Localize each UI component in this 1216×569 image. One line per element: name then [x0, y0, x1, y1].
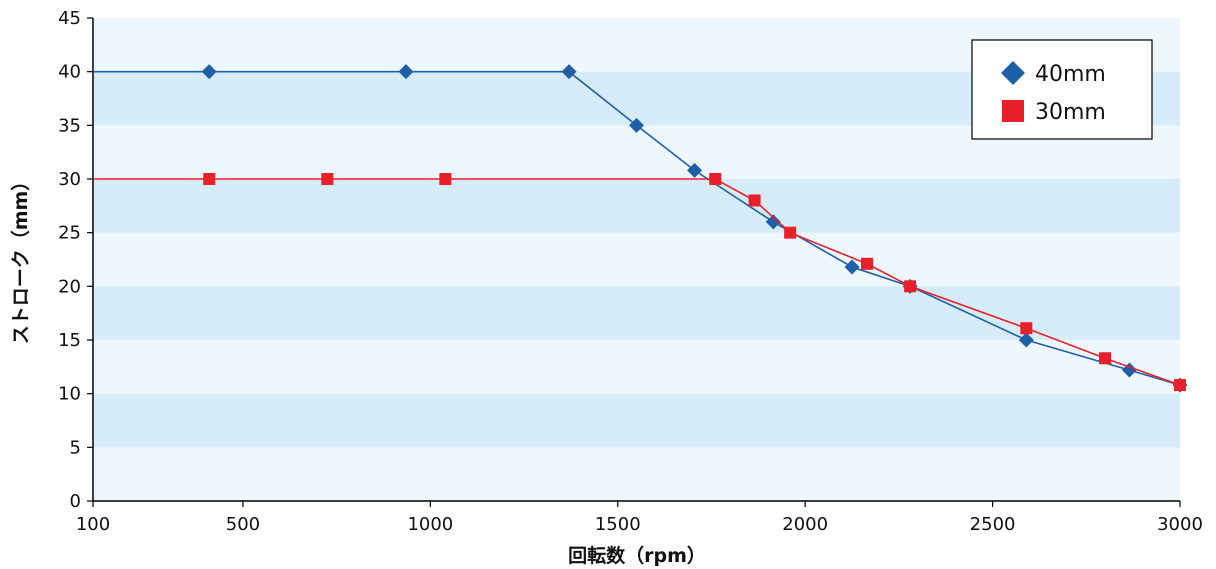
band: [93, 232, 1180, 287]
background-bands: [93, 18, 1180, 501]
legend-label: 40mm: [1035, 62, 1106, 87]
y-tick-label: 45: [58, 8, 81, 29]
legend: 40mm 30mm: [971, 39, 1153, 140]
x-tick-label: 100: [76, 514, 110, 535]
y-tick-label: 25: [58, 223, 81, 244]
band: [93, 286, 1180, 340]
band: [93, 179, 1180, 233]
data-point-square: [1099, 352, 1112, 365]
y-tick-label: 30: [58, 169, 81, 190]
y-tick-label: 5: [70, 437, 81, 458]
data-point-square: [904, 280, 917, 293]
legend-box: [971, 39, 1153, 140]
series-line: [93, 70, 1181, 386]
data-point-diamond: [561, 64, 577, 80]
y-tick-label: 20: [58, 276, 81, 297]
data-point-square: [861, 257, 874, 270]
y-tick-label: 40: [58, 62, 81, 83]
y-tick-label: 15: [58, 330, 81, 351]
x-tick-label: 500: [226, 514, 260, 535]
legend-marker-square: [1002, 100, 1024, 122]
x-tick-labels: 100 500 1000 1500 2000 2500 3000: [76, 514, 1203, 535]
band: [93, 447, 1180, 501]
x-tick-label: 2000: [782, 514, 828, 535]
data-point-diamond: [398, 64, 414, 80]
data-point-square: [709, 173, 722, 185]
axes: [87, 17, 1181, 507]
legend-marker-diamond: [1001, 61, 1025, 85]
legend-label: 30mm: [1035, 100, 1106, 125]
series-layer: [93, 64, 1188, 393]
data-point-diamond: [629, 117, 644, 133]
y-axis-title: ストローク（mm）: [9, 172, 32, 345]
y-tick-label: 10: [58, 384, 81, 405]
y-tick-label: 0: [70, 491, 81, 512]
data-point-square: [784, 226, 797, 239]
series-line: [93, 178, 1181, 386]
data-point-square: [1174, 379, 1186, 392]
x-tick-label: 1000: [407, 514, 453, 535]
x-tick-label: 3000: [1157, 514, 1203, 535]
series-30mm: [93, 173, 1186, 392]
band: [93, 340, 1180, 394]
data-point-square: [1020, 322, 1033, 335]
y-tick-labels: 0 5 10 15 20 25 30 35 40 45: [58, 8, 81, 512]
data-point-diamond: [1018, 332, 1034, 348]
data-point-square: [439, 173, 452, 185]
y-tick-label: 35: [58, 115, 81, 136]
data-point-diamond: [765, 214, 781, 230]
data-point-square: [748, 194, 761, 207]
x-axis-title: 回転数（rpm）: [568, 544, 706, 567]
data-point-square: [203, 173, 216, 185]
data-point-diamond: [687, 162, 703, 178]
x-tick-label: 2500: [970, 514, 1016, 535]
x-tick-label: 1500: [595, 514, 641, 535]
data-point-diamond: [201, 64, 217, 80]
band: [93, 393, 1180, 448]
data-point-diamond: [844, 259, 860, 275]
data-point-square: [321, 173, 334, 185]
